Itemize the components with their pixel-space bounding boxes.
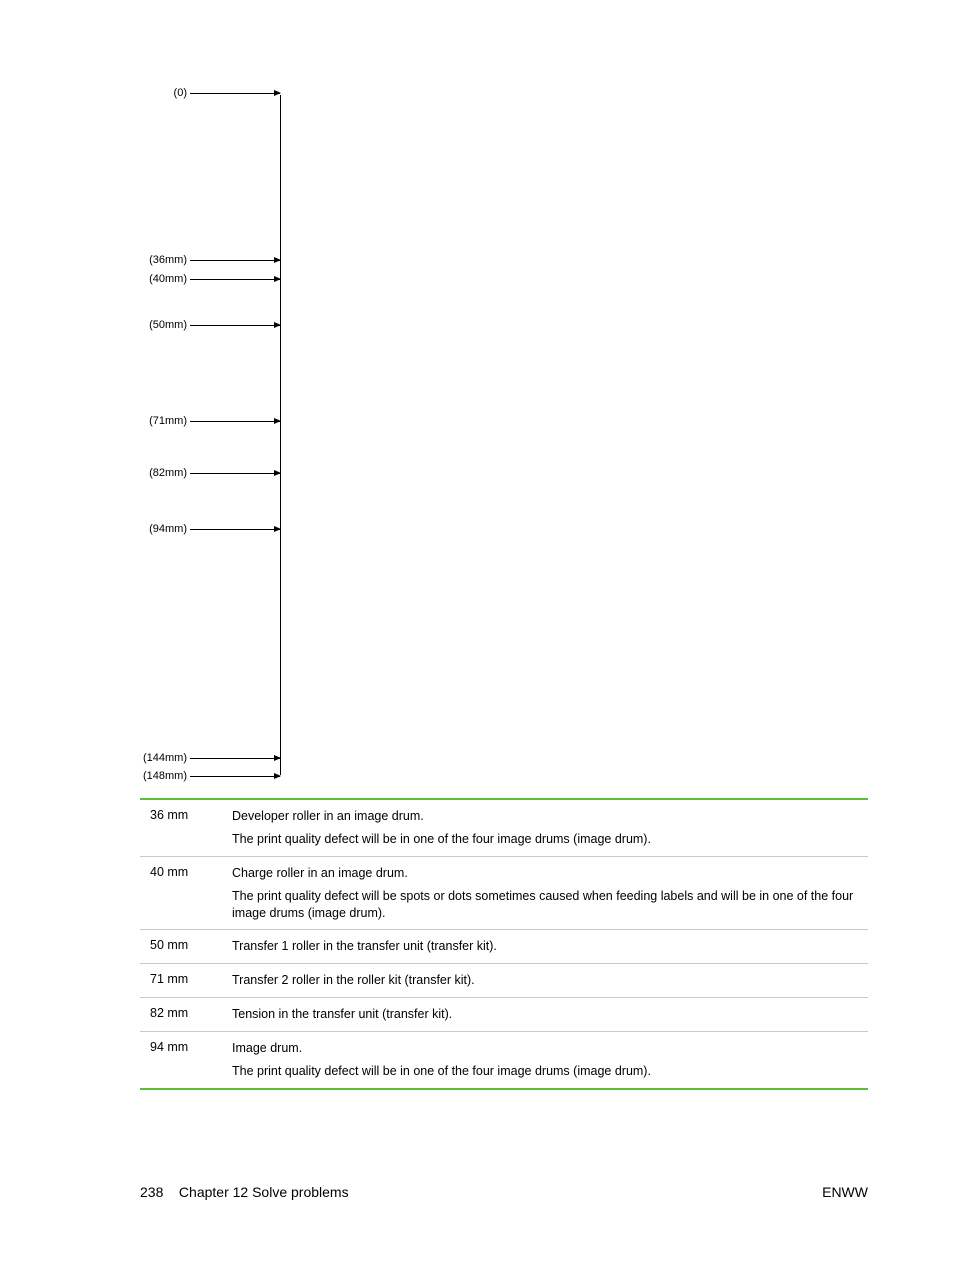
defect-table: 36 mm Developer roller in an image drum. T… <box>140 798 868 1090</box>
ruler-mark-label: (82mm) <box>140 467 190 479</box>
ruler-mark: (82mm) <box>140 467 280 479</box>
table-row: 71 mm Transfer 2 roller in the roller kit… <box>140 964 868 998</box>
ruler-arrow <box>190 279 280 280</box>
desc-cell: Tension in the transfer unit (transfer k… <box>222 998 868 1032</box>
mm-cell: 36 mm <box>140 799 222 856</box>
desc-paragraph: Tension in the transfer unit (transfer k… <box>232 1006 858 1023</box>
footer-left: 238 Chapter 12 Solve problems <box>140 1184 349 1200</box>
mm-cell: 94 mm <box>140 1032 222 1089</box>
desc-paragraph: Transfer 2 roller in the roller kit (tra… <box>232 972 858 989</box>
ruler-mark: (0) <box>140 87 280 99</box>
desc-paragraph: The print quality defect will be in one … <box>232 1063 858 1080</box>
desc-cell: Developer roller in an image drum. The pr… <box>222 799 868 856</box>
ruler-mark-label: (36mm) <box>140 254 190 266</box>
ruler-diagram: (0) (36mm) (40mm) (50mm) (71mm) (82mm) (94mm) (… <box>140 80 868 780</box>
page-content: (0) (36mm) (40mm) (50mm) (71mm) (82mm) (94mm) (… <box>140 80 868 1090</box>
mm-cell: 40 mm <box>140 856 222 930</box>
ruler-mark: (40mm) <box>140 273 280 285</box>
table-row: 40 mm Charge roller in an image drum. The … <box>140 856 868 930</box>
ruler-arrow <box>190 260 280 261</box>
desc-cell: Charge roller in an image drum. The print… <box>222 856 868 930</box>
ruler-mark: (144mm) <box>140 752 280 764</box>
desc-paragraph: Developer roller in an image drum. <box>232 808 858 825</box>
ruler-mark: (148mm) <box>140 770 280 782</box>
ruler-mark-label: (40mm) <box>140 273 190 285</box>
table-row: 82 mm Tension in the transfer unit (trans… <box>140 998 868 1032</box>
table-row: 94 mm Image drum. The print quality defect… <box>140 1032 868 1089</box>
ruler-mark-label: (94mm) <box>140 523 190 535</box>
ruler-mark: (36mm) <box>140 254 280 266</box>
table-row: 36 mm Developer roller in an image drum. T… <box>140 799 868 856</box>
table-row: 50 mm Transfer 1 roller in the transfer u… <box>140 930 868 964</box>
mm-cell: 82 mm <box>140 998 222 1032</box>
desc-cell: Transfer 2 roller in the roller kit (tra… <box>222 964 868 998</box>
ruler-mark-label: (148mm) <box>140 770 190 782</box>
ruler-vertical-line <box>280 95 281 775</box>
ruler-mark-label: (71mm) <box>140 415 190 427</box>
desc-paragraph: The print quality defect will be in one … <box>232 831 858 848</box>
footer-right: ENWW <box>822 1184 868 1200</box>
ruler-arrow <box>190 421 280 422</box>
ruler-mark: (94mm) <box>140 523 280 535</box>
ruler-arrow <box>190 473 280 474</box>
ruler-arrow <box>190 758 280 759</box>
ruler-mark-label: (144mm) <box>140 752 190 764</box>
desc-cell: Transfer 1 roller in the transfer unit (… <box>222 930 868 964</box>
mm-cell: 50 mm <box>140 930 222 964</box>
ruler-mark: (50mm) <box>140 319 280 331</box>
ruler-arrow <box>190 529 280 530</box>
desc-cell: Image drum. The print quality defect will… <box>222 1032 868 1089</box>
page-number: 238 <box>140 1184 163 1200</box>
page-footer: 238 Chapter 12 Solve problems ENWW <box>140 1184 868 1200</box>
desc-paragraph: Transfer 1 roller in the transfer unit (… <box>232 938 858 955</box>
footer-chapter: Chapter 12 Solve problems <box>179 1184 349 1200</box>
desc-paragraph: The print quality defect will be spots o… <box>232 888 858 922</box>
ruler-mark-label: (0) <box>140 87 190 99</box>
ruler-mark: (71mm) <box>140 415 280 427</box>
ruler-arrow <box>190 325 280 326</box>
ruler-arrow <box>190 776 280 777</box>
ruler-arrow <box>190 93 280 94</box>
desc-paragraph: Image drum. <box>232 1040 858 1057</box>
mm-cell: 71 mm <box>140 964 222 998</box>
desc-paragraph: Charge roller in an image drum. <box>232 865 858 882</box>
ruler-mark-label: (50mm) <box>140 319 190 331</box>
